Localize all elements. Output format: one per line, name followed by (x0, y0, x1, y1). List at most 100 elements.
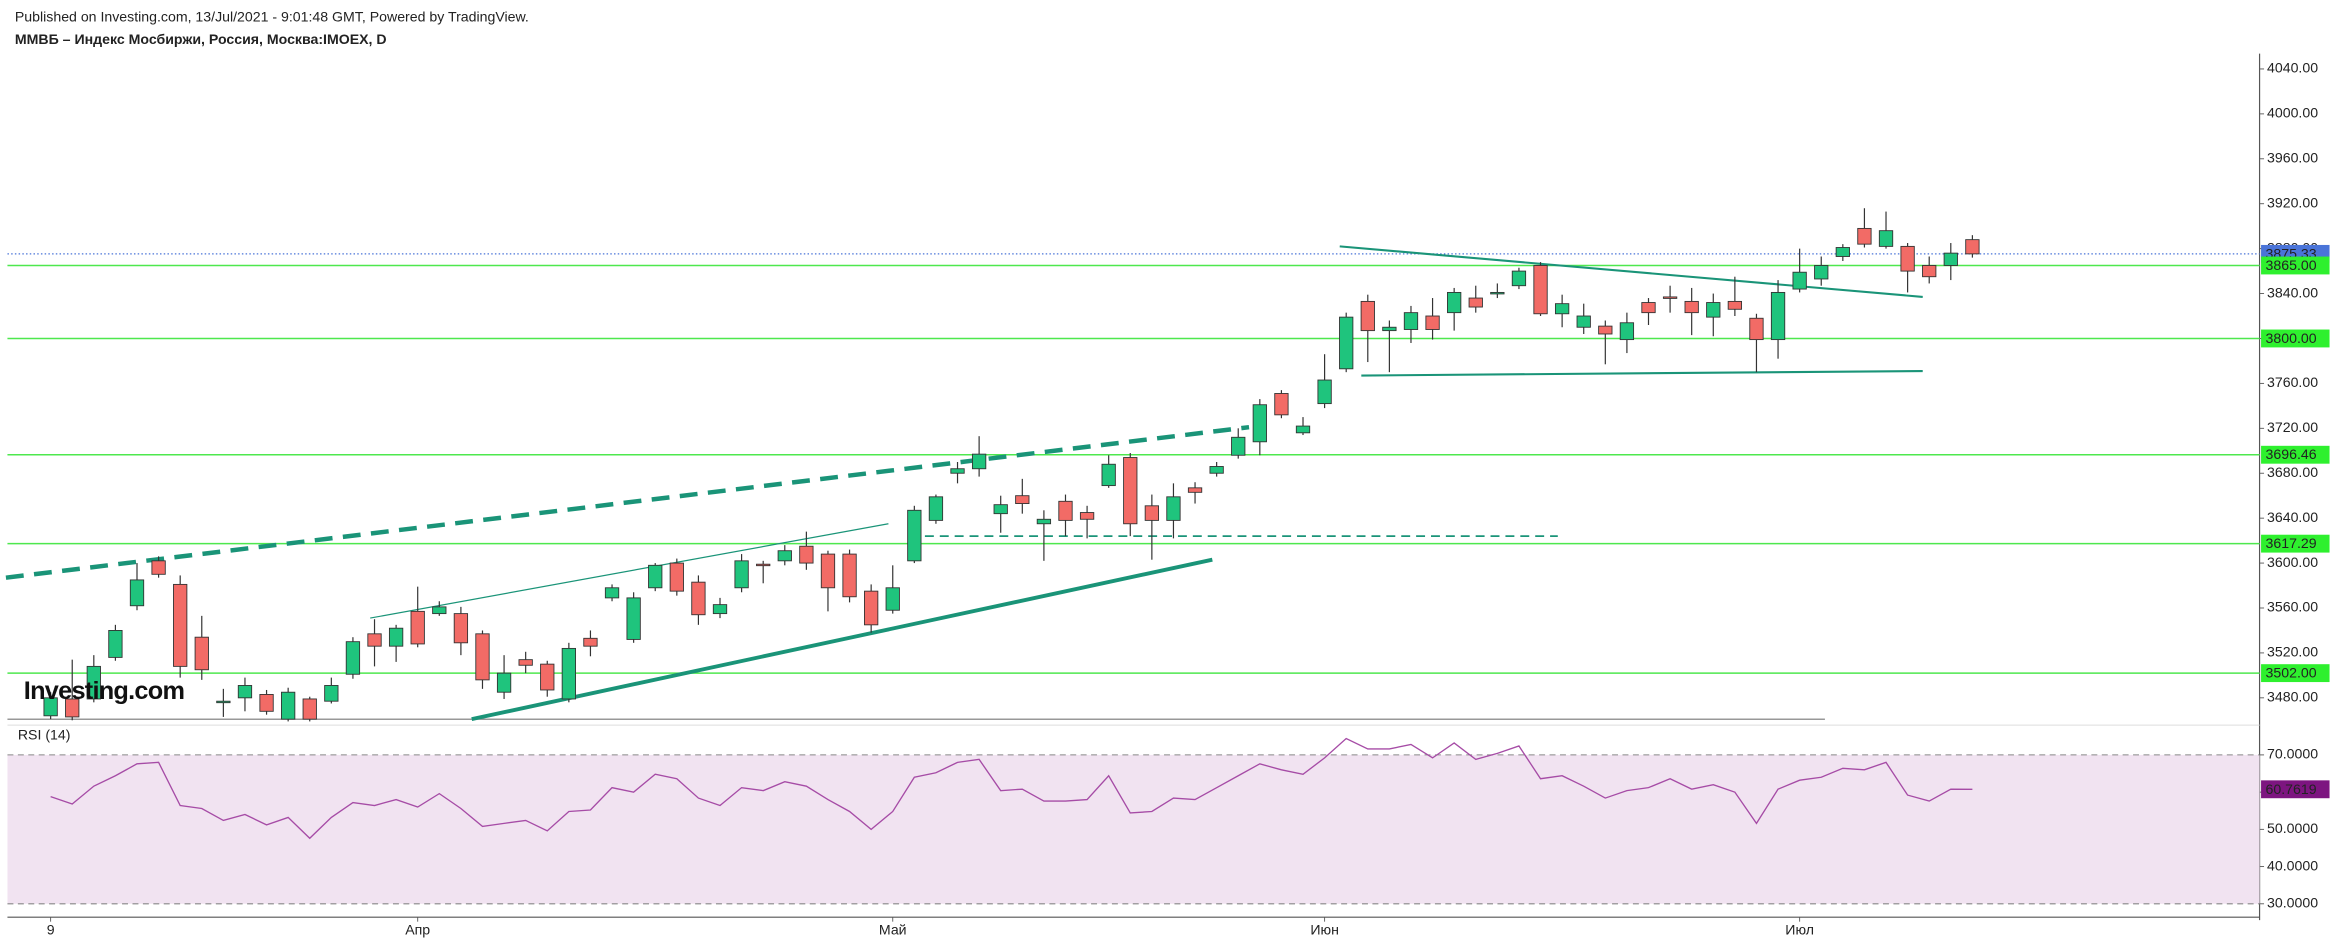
candle-body (1015, 495, 1030, 505)
candle-body (691, 581, 706, 616)
y-tick-label: 4000.00 (2267, 105, 2318, 121)
candle-body (1511, 270, 1527, 287)
candle-body (281, 691, 296, 720)
candle-body (1576, 315, 1591, 328)
candle-body (1490, 291, 1505, 295)
candle-body (1036, 518, 1052, 525)
price-badge-label: 3865.00 (2266, 257, 2317, 273)
candle-body (950, 468, 965, 474)
pane-title: RSI (14) (18, 726, 71, 742)
logo: Investing.com (24, 677, 184, 705)
candle-body (237, 685, 253, 699)
candle-body (1231, 436, 1246, 456)
candle-body (842, 553, 857, 598)
price-badge-label: 3696.46 (2266, 446, 2317, 462)
candle-body (1166, 496, 1181, 521)
candle-body (1339, 316, 1354, 370)
candle-body (1360, 300, 1375, 332)
candle-body (669, 562, 684, 592)
x-tick-label: 9 (47, 921, 55, 937)
x-tick-label: Июл (1785, 921, 1814, 937)
price-badge-label: 3800.00 (2266, 330, 2317, 346)
candle-body (864, 590, 879, 626)
trend-line (471, 557, 1213, 722)
candle-body (1792, 271, 1807, 290)
candle-body (820, 553, 836, 589)
candle-body (712, 604, 728, 615)
candle-body (1382, 326, 1397, 332)
candle-body (993, 504, 1008, 515)
candle-body (1425, 315, 1440, 330)
candle-body (1770, 291, 1786, 341)
price-badge (2261, 445, 2330, 464)
candle-body (1554, 303, 1570, 315)
candle-body (561, 647, 576, 700)
candle-body (777, 550, 792, 562)
candle-body (345, 641, 361, 675)
x-tick-label: Июн (1310, 921, 1339, 937)
candle-body (1749, 317, 1764, 341)
candle-body (1101, 463, 1116, 487)
x-tick-label: Май (879, 921, 907, 937)
candle-body (1144, 505, 1160, 521)
y-tick-label: 3560.00 (2267, 599, 2318, 615)
candle-body (1965, 239, 1980, 255)
price-badge-label: 3502.00 (2266, 665, 2317, 681)
y-tick-label: 3680.00 (2267, 464, 2318, 480)
candle-body (1684, 300, 1699, 314)
candle-body (1943, 252, 1958, 266)
y-tick-label: 3480.00 (2267, 689, 2318, 705)
candle-body (1619, 322, 1635, 341)
published-note: Published on Investing.com, 13/Jul/2021 … (15, 9, 529, 25)
candle-body (1835, 247, 1850, 257)
candle-body (194, 636, 209, 671)
price-badge (2261, 329, 2330, 348)
candle-body (518, 659, 533, 666)
candle-body (1252, 404, 1267, 443)
candle-body (86, 665, 101, 700)
candle-body (173, 583, 188, 667)
candle-body (1058, 500, 1073, 521)
y-tick-label: 50.0000 (2267, 820, 2318, 836)
candle-body (65, 698, 80, 718)
y-tick-label: 70.0000 (2267, 746, 2318, 762)
candle-body (367, 633, 382, 647)
price-badge (2261, 780, 2330, 799)
price-badge-label: 60.7619 (2266, 781, 2317, 797)
candle-body (1814, 265, 1829, 280)
candle-body (971, 453, 987, 470)
trend-line (5, 424, 1250, 580)
candle-body (151, 560, 166, 575)
candle-body (259, 694, 274, 712)
y-tick-label: 4040.00 (2267, 60, 2318, 76)
candle-body (432, 606, 447, 615)
price-badge-label: 3617.29 (2266, 535, 2317, 551)
candle-body (1295, 425, 1311, 434)
candle-body (1727, 300, 1743, 310)
y-tick-label: 3720.00 (2267, 419, 2318, 435)
candle-body (1187, 487, 1203, 493)
candle-body (1447, 291, 1462, 314)
candle-body (885, 587, 900, 611)
candle-body (1209, 466, 1224, 474)
y-tick-label: 3920.00 (2267, 194, 2318, 210)
candle-body (108, 630, 123, 658)
symbol-title: ММВБ – Индекс Мосбиржи, Россия, Москва:I… (15, 31, 387, 47)
candle-body (1274, 393, 1289, 416)
rsi-band (7, 754, 2260, 904)
candle-body (1533, 265, 1548, 315)
candle-body (626, 597, 641, 640)
y-tick-label: 3600.00 (2267, 554, 2318, 570)
rsi-line (50, 737, 1973, 840)
candle-body (1857, 227, 1872, 245)
candle-body (648, 564, 663, 589)
candle-body (1403, 312, 1419, 330)
candle-body (907, 509, 922, 562)
plot-layer: 3480.00 3520.00 3560.00 3600.00 3640.00 3680.… (5, 60, 2330, 937)
candle-body (1900, 245, 1915, 272)
candle-body (1662, 296, 1678, 299)
candle-body (583, 637, 598, 647)
candle-body (1317, 379, 1332, 405)
